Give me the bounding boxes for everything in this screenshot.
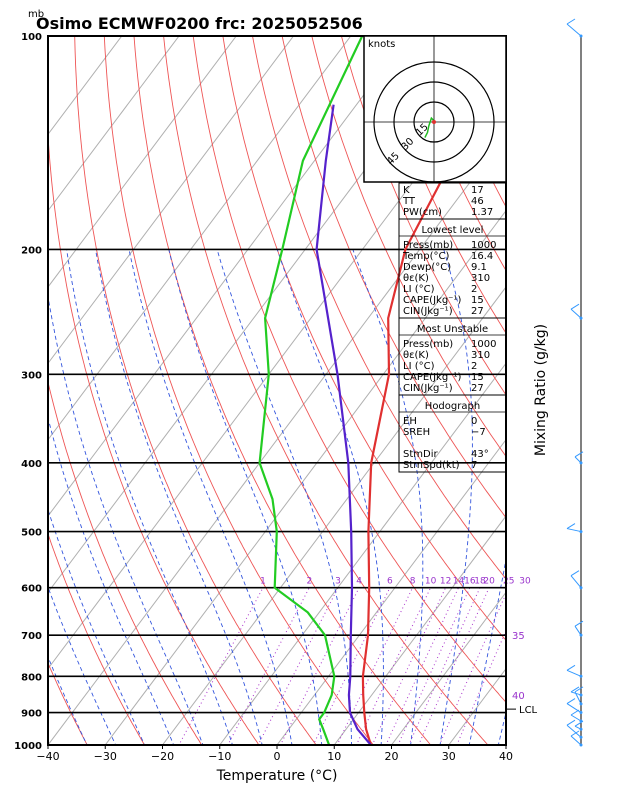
table-row-label: StmDir [403,449,438,460]
pressure-tick-label: 600 [21,584,42,595]
temperature-tick-label: −30 [94,750,117,763]
table-row-label: CIN(Jkg⁻¹) [403,306,453,317]
table-row-label: StmSpd(kt) [403,460,460,471]
mixing-ratio-label: 1 [260,577,266,587]
temperature-tick-label: 20 [385,750,399,763]
adiabat-label: 40 [512,691,525,702]
table-row-label: EH [403,416,417,427]
mixing-ratio-label: 25 [503,577,514,587]
temperature-tick-label: 0 [274,750,281,763]
table-row-label: θε(K) [403,350,429,361]
table-section-title: Hodograph [425,401,480,412]
table-row-label: SREH [403,427,430,438]
table-row-label: LI (°C) [403,361,435,372]
table-row-value: 1.37 [471,207,493,218]
pressure-tick-label: 500 [21,528,42,539]
table-row-value: 15 [471,295,484,306]
pressure-tick-label: 700 [21,631,42,642]
table-row-value: 16.4 [471,251,493,262]
table-row-value: 27 [471,306,484,317]
table-row-value: 43° [471,449,489,460]
table-row-value: 46 [471,196,484,207]
table-row-value: 9.1 [471,262,487,273]
mixing-ratio-label: 3 [335,577,341,587]
table-row-value: 17 [471,185,484,196]
x-axis-label: Temperature (°C) [216,768,338,784]
table-row-label: CAPE(Jkg⁻¹) [403,372,461,383]
table-row-value: 15 [471,372,484,383]
table-row-label: TT [402,196,416,207]
mixing-ratio-label: 2 [306,577,312,587]
table-row-label: LI (°C) [403,284,435,295]
pressure-tick-label: 100 [21,32,42,43]
mixing-ratio-label: 14 [453,577,465,587]
mixing-ratio-label: 10 [425,577,437,587]
mixing-ratio-label: 12 [440,577,451,587]
chart-title: Osimo ECMWF0200 frc: 2025052506 [36,14,363,33]
temperature-tick-label: 10 [327,750,341,763]
table-row-label: Dewp(°C) [403,262,451,273]
temperature-tick-label: 40 [499,750,513,763]
table-row-value: 310 [471,350,490,361]
table-row-label: CIN(Jkg⁻¹) [403,383,453,394]
pressure-tick-label: 300 [21,370,42,381]
mixing-ratio-label: 20 [483,577,495,587]
mixing-ratio-label: 8 [410,577,416,587]
pressure-tick-label: 900 [21,709,42,720]
table-row-label: Temp(°C) [402,251,450,262]
table-row-value: 27 [471,383,484,394]
table-row-label: CAPE(Jkg⁻¹) [403,295,461,306]
mixing-ratio-label: 4 [356,577,362,587]
table-row-value: 0 [471,416,477,427]
table-row-value: 2 [471,361,477,372]
table-row-label: Press(mb) [403,240,453,251]
table-section-title: Most Unstable [417,324,488,335]
hodograph-unit: knots [368,39,395,50]
table-row-label: K [403,185,410,196]
table-row-value: 7 [471,460,477,471]
temperature-tick-label: −20 [151,750,174,763]
mixing-ratio-label: 6 [387,577,393,587]
mixing-ratio-label: 30 [519,577,531,587]
pressure-tick-label: 800 [21,672,42,683]
table-row-label: Press(mb) [403,339,453,350]
table-row-value: 2 [471,284,477,295]
table-row-label: PW(cm) [403,207,442,218]
temperature-tick-label: 30 [442,750,456,763]
pressure-tick-label: 200 [21,245,42,256]
temperature-tick-label: −40 [36,750,59,763]
hodograph-storm-motion [432,120,436,124]
adiabat-label: 35 [512,631,525,642]
y2-axis-label: Mixing Ratio (g/kg) [533,324,549,456]
table-row-label: θε(K) [403,273,429,284]
table-section-title: Lowest level [422,225,484,236]
table-row-value: 310 [471,273,490,284]
table-row-value: −7 [471,427,486,438]
lcl-label: LCL [519,705,538,716]
table-row-value: 1000 [471,240,496,251]
temperature-tick-label: −10 [208,750,231,763]
pressure-tick-label: 400 [21,459,42,470]
table-row-value: 1000 [471,339,496,350]
